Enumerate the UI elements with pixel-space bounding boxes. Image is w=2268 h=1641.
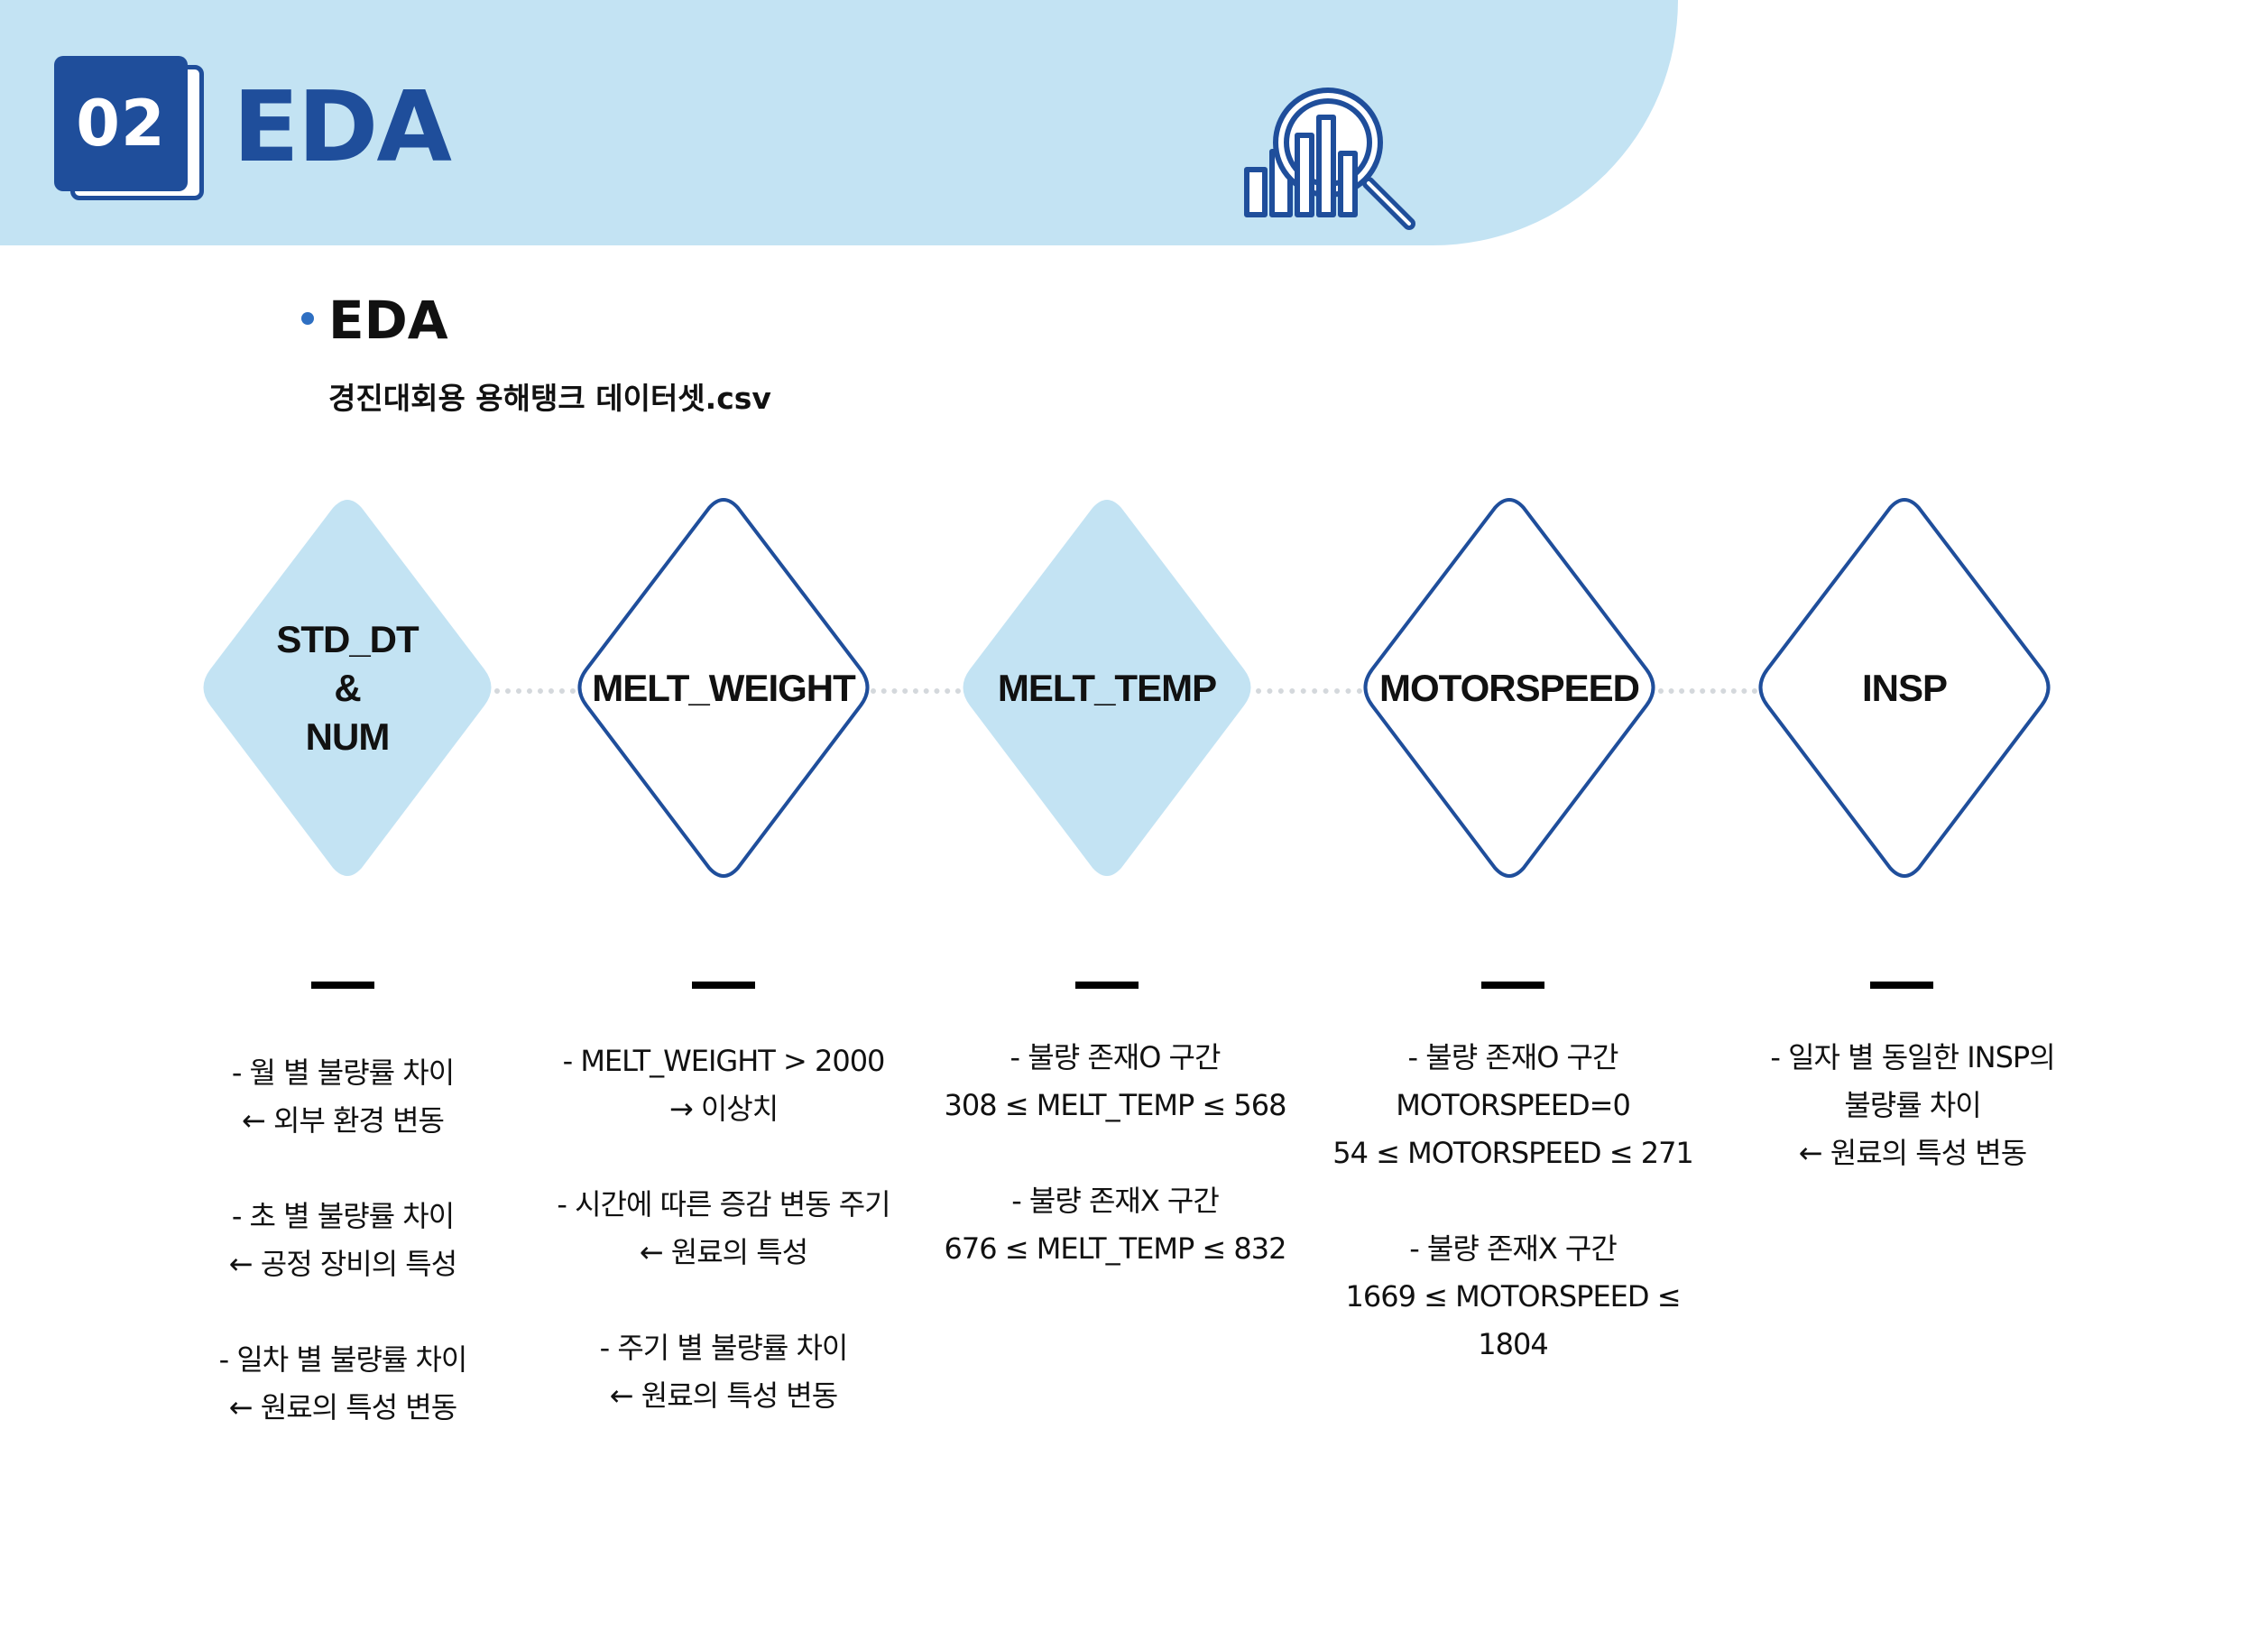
note-text: - 불량 존재X 구간 676 ≤ MELT_TEMP ≤ 832 [944,1184,1287,1266]
note-text: - 불량 존재O 구간 MOTORSPEED=0 54 ≤ MOTORSPEED… [1332,1040,1694,1170]
diamond-shape [1363,498,1655,878]
bullet-dot [301,312,314,325]
note-text: - 초 별 불량률 차이 ← 공정 장비의 특성 [228,1199,457,1281]
note-text: - 주기 별 불량률 차이 ← 원료의 특성 변동 [599,1331,849,1413]
notes-melt-temp: - 불량 존재O 구간 308 ≤ MELT_TEMP ≤ 568 - 불량 존… [917,1034,1314,1273]
notes-motorspeed: - 불량 존재O 구간 MOTORSPEED=0 54 ≤ MOTORSPEED… [1314,1034,1711,1369]
node-label: MOTORSPEED [1379,666,1640,709]
section-title: EDA [328,290,448,351]
note-text: - MELT_WEIGHT > 2000 → 이상치 [562,1044,886,1126]
note-text: - 시간에 따른 증감 변동 주기 ← 원료의 특성 [557,1187,890,1269]
separator-dash [311,982,374,989]
diamond-shape [1758,498,2051,878]
section-number-badge: 02 [54,56,188,191]
separator-dash [1870,982,1933,989]
node-melt-weight: MELT_WEIGHT [570,492,877,884]
diamond-shape [963,500,1251,876]
magnifier-bar-chart-icon [1244,88,1415,230]
connector-1-2 [494,688,576,694]
node-melt-temp: MELT_TEMP [954,492,1260,884]
node-label: STD_DT & NUM [276,617,419,758]
connector-4-5 [1658,688,1757,694]
notes-melt-weight: - MELT_WEIGHT > 2000 → 이상치 - 시간에 따른 증감 변… [525,1037,922,1420]
eda-flow-diagram: STD_DT & NUM MELT_WEIGHT MELT_TEMP MOTOR… [0,492,2268,889]
note-text: - 일차 별 불량률 차이 ← 원료의 특성 변동 [218,1342,468,1424]
node-label: INSP [1861,666,1948,709]
separator-dash [1075,982,1139,989]
node-label: MELT_WEIGHT [592,666,856,709]
dataset-filename: 경진대회용 용해탱크 데이터셋.csv [328,381,771,416]
diamond-shape [577,498,870,878]
node-label: MELT_TEMP [997,666,1217,709]
separator-dash [692,982,755,989]
notes-insp: - 일자 별 동일한 INSP의 불량률 차이 ← 원료의 특성 변동 [1714,1034,2111,1177]
node-motorspeed: MOTORSPEED [1356,492,1663,884]
node-insp: INSP [1751,492,2058,884]
connector-3-4 [1256,688,1362,694]
note-text: - 불량 존재X 구간 1669 ≤ MOTORSPEED ≤ 1804 [1345,1231,1681,1361]
separator-dash [1481,982,1544,989]
notes-std-dt-num: - 월 별 불량률 차이 ← 외부 환경 변동 - 초 별 불량률 차이 ← 공… [144,1049,541,1432]
note-text: - 일자 별 동일한 INSP의 불량률 차이 ← 원료의 특성 변동 [1770,1040,2055,1170]
connector-2-3 [871,688,961,694]
note-text: - 월 별 불량률 차이 ← 외부 환경 변동 [231,1056,455,1138]
note-text: - 불량 존재O 구간 308 ≤ MELT_TEMP ≤ 568 [944,1040,1287,1122]
page-title: EDA [233,71,452,184]
node-std-dt-num: STD_DT & NUM [194,492,501,884]
diamond-shape [203,500,492,876]
